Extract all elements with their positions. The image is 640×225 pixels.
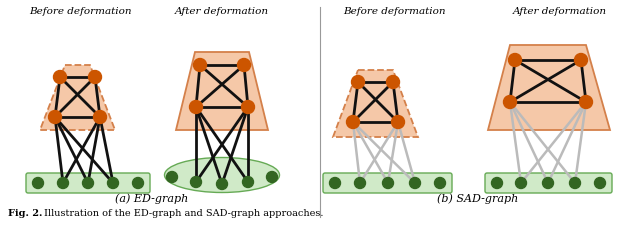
Circle shape bbox=[575, 54, 588, 67]
Circle shape bbox=[351, 76, 365, 89]
Circle shape bbox=[132, 178, 143, 189]
Polygon shape bbox=[333, 71, 418, 137]
Circle shape bbox=[237, 59, 250, 72]
Circle shape bbox=[595, 178, 605, 189]
Circle shape bbox=[410, 178, 420, 189]
Text: (a) ED-graph: (a) ED-graph bbox=[115, 193, 189, 203]
FancyBboxPatch shape bbox=[26, 173, 150, 193]
Circle shape bbox=[88, 71, 102, 84]
Circle shape bbox=[509, 54, 522, 67]
Circle shape bbox=[191, 177, 202, 188]
FancyBboxPatch shape bbox=[323, 173, 452, 193]
Circle shape bbox=[346, 116, 360, 129]
Text: Illustration of the ED-graph and SAD-graph approaches.: Illustration of the ED-graph and SAD-gra… bbox=[44, 208, 323, 217]
Circle shape bbox=[492, 178, 502, 189]
Circle shape bbox=[93, 111, 106, 124]
Circle shape bbox=[515, 178, 527, 189]
Text: (b) SAD-graph: (b) SAD-graph bbox=[437, 193, 518, 203]
Circle shape bbox=[189, 101, 202, 114]
Circle shape bbox=[54, 71, 67, 84]
Circle shape bbox=[387, 76, 399, 89]
Circle shape bbox=[266, 172, 278, 183]
Text: Fig. 2.: Fig. 2. bbox=[8, 208, 42, 217]
Circle shape bbox=[579, 96, 593, 109]
Ellipse shape bbox=[164, 158, 280, 193]
Circle shape bbox=[504, 96, 516, 109]
Text: After deformation: After deformation bbox=[175, 7, 269, 16]
Polygon shape bbox=[40, 66, 115, 130]
Circle shape bbox=[392, 116, 404, 129]
Circle shape bbox=[243, 177, 253, 188]
Circle shape bbox=[330, 178, 340, 189]
Circle shape bbox=[33, 178, 44, 189]
Circle shape bbox=[49, 111, 61, 124]
Circle shape bbox=[193, 59, 207, 72]
Circle shape bbox=[355, 178, 365, 189]
Text: After deformation: After deformation bbox=[513, 7, 607, 16]
Circle shape bbox=[570, 178, 580, 189]
FancyBboxPatch shape bbox=[485, 173, 612, 193]
Text: Before deformation: Before deformation bbox=[343, 7, 445, 16]
Circle shape bbox=[435, 178, 445, 189]
Circle shape bbox=[58, 178, 68, 189]
Circle shape bbox=[383, 178, 394, 189]
Circle shape bbox=[83, 178, 93, 189]
Polygon shape bbox=[488, 46, 610, 130]
Text: Before deformation: Before deformation bbox=[29, 7, 131, 16]
Circle shape bbox=[166, 172, 177, 183]
Circle shape bbox=[216, 179, 227, 190]
Circle shape bbox=[108, 178, 118, 189]
Polygon shape bbox=[176, 53, 268, 130]
Circle shape bbox=[241, 101, 255, 114]
Circle shape bbox=[543, 178, 554, 189]
